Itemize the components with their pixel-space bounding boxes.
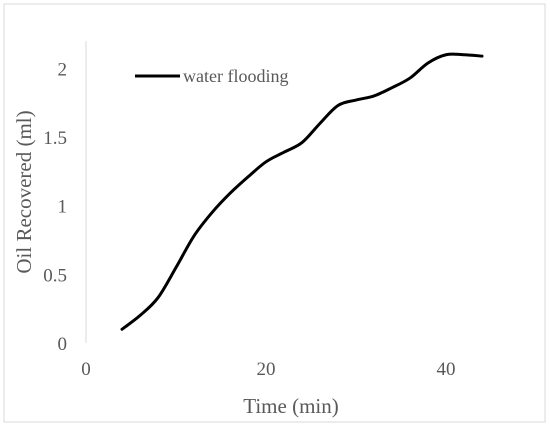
y-tick-label: 2 (58, 59, 68, 80)
x-tick-labels: 0 20 40 (81, 359, 455, 380)
x-tick-label: 0 (81, 359, 91, 380)
y-axis-title: Oil Recovered (ml) (12, 110, 36, 273)
x-axis-title: Time (min) (243, 394, 338, 418)
x-tick-label: 40 (437, 359, 456, 380)
legend: water flooding (135, 66, 288, 86)
y-tick-label: 1 (58, 197, 68, 218)
x-tick-label: 20 (257, 359, 276, 380)
series-line-water-flooding (120, 52, 484, 331)
series-layer (120, 52, 484, 331)
y-tick-label: 0.5 (43, 265, 67, 286)
legend-label: water flooding (183, 66, 288, 86)
y-tick-label: 1.5 (43, 128, 67, 149)
y-tick-label: 0 (58, 334, 68, 355)
chart-frame (3, 3, 546, 423)
y-tick-labels: 0 0.5 1 1.5 2 (43, 59, 67, 355)
